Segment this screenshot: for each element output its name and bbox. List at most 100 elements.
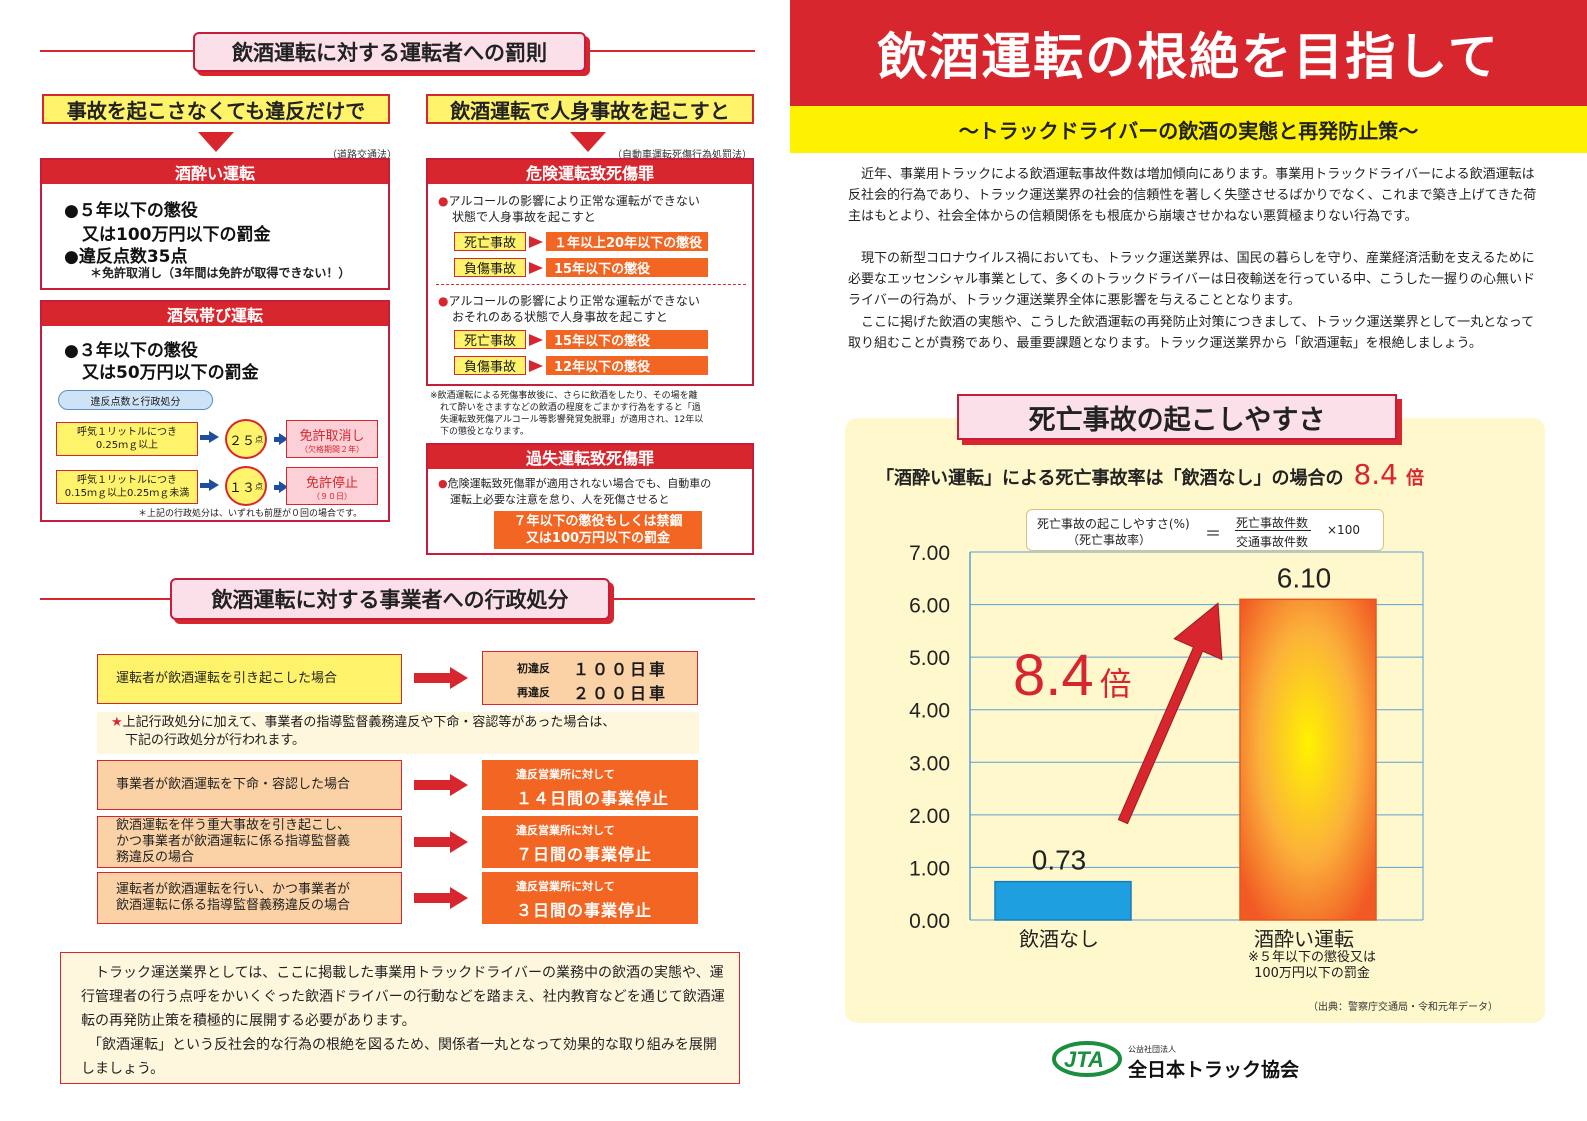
drunk-points-line: ●違反点数35点 xyxy=(64,247,188,267)
injury-penalty: 12年以下の懲役 xyxy=(546,356,708,375)
closing-box: トラック運送業界としては、ここに掲載した事業用トラックドライバーの業務中の飲酒の… xyxy=(60,952,740,1084)
admin-note: ★上記行政処分に加えて、事業者の指導監督義務違反や下命・容認等があった場合は、 … xyxy=(97,712,699,754)
admin-condition: 運転者が飲酒運転を行い、かつ事業者が 飲酒運転に係る指導監督義務違反の場合 xyxy=(97,872,402,924)
negligent-driving-title: 過失運転致死傷罪 xyxy=(428,445,752,469)
big-ratio-label: 8.4 倍 xyxy=(1013,643,1132,708)
org-type: 公益社団法人 xyxy=(1128,1045,1176,1054)
law-label: （自動車運転死傷行為処罰法） xyxy=(612,150,752,161)
y-tick-label: 1.00 xyxy=(909,857,950,880)
bac-condition: 呼気１リットルにつき 0.25ｍｇ以上 xyxy=(56,422,198,456)
admin-condition: 飲酒運転を伴う重大事故を引き起こし、 かつ事業者が飲酒運転に係る指導監督義 務違… xyxy=(97,816,402,868)
ratio-line: 「酒酔い運転」による死亡事故率は「飲酒なし」の場合の 8.4 倍 xyxy=(876,458,1424,491)
chart-heading: 死亡事故の起こしやすさ xyxy=(957,394,1397,440)
bar-chart: 0.00 1.00 2.00 3.00 4.00 5.00 6.00 7.00 0.73 6.1… xyxy=(909,542,1424,951)
license-suspended-box: 免許停止 （９０日） xyxy=(286,467,378,505)
x-category-label: 飲酒なし xyxy=(1019,928,1099,951)
arrow-right-icon xyxy=(274,433,288,445)
arrow-right-icon xyxy=(414,831,469,853)
formula-box: 死亡事故の起こしやすさ(%) （死亡事故率） ＝ 死亡事故件数 交通事故件数 ×… xyxy=(1026,509,1384,551)
business-suspension-box: 違反営業所に対して ３日間の事業停止 xyxy=(482,872,698,924)
y-tick-label: 6.00 xyxy=(909,595,950,618)
admin-heading: 飲酒運転に対する事業者への行政処分 xyxy=(170,578,610,620)
business-suspension-box: 違反営業所に対して ７日間の事業停止 xyxy=(482,816,698,868)
intro-paragraph: 近年、事業用トラックによる飲酒運転事故件数は増加傾向にあります。事業用トラックド… xyxy=(848,167,1537,224)
condition-text: ●アルコールの影響により正常な運転ができない xyxy=(438,294,700,308)
main-subtitle: 〜トラックドライバーの飲酒の実態と再発防止策〜 xyxy=(790,106,1587,153)
dui-penalty-line: ●３年以下の懲役 xyxy=(64,341,198,361)
x-category-label: 酒酔い運転 xyxy=(1254,928,1354,951)
down-arrow-icon xyxy=(570,132,606,152)
jta-logo: JTA xyxy=(1052,1040,1122,1078)
y-tick-label: 7.00 xyxy=(909,542,950,565)
injury-penalty: 15年以下の懲役 xyxy=(546,258,708,277)
drunk-penalty-line: 又は100万円以下の罰金 xyxy=(82,225,271,245)
arrow-right-icon xyxy=(529,360,543,372)
closing-text: トラック運送業界としては、ここに掲載した事業用トラックドライバーの業務中の飲酒の… xyxy=(81,965,725,1077)
arrow-right-icon xyxy=(274,481,288,493)
intro-paragraph: ここに掲げた飲酒の実態や、こうした飲酒運転の再発防止対策につきまして、トラック運… xyxy=(848,315,1535,351)
divider xyxy=(436,284,746,285)
admin-condition: 事業者が飲酒運転を下命・容認した場合 xyxy=(97,760,402,810)
injury-label: 負傷事故 xyxy=(454,356,526,375)
arrow-right-icon xyxy=(529,236,543,248)
license-revoked-box: 免許取消し （欠格期間２年） xyxy=(286,420,378,458)
dui-penalty-line: 又は50万円以下の罰金 xyxy=(82,363,259,383)
vehicle-days-box: 初違反 １００日車 再違反 ２００日車 xyxy=(482,651,698,705)
arrow-right-icon xyxy=(414,774,469,796)
points-badge: １３ 点 xyxy=(225,466,267,506)
negligent-driving-box: 過失運転致死傷罪 ●危険運転致死傷罪が適用されない場合でも、自動車の 運転上必要… xyxy=(426,443,754,555)
condition-text: 運転上必要な注意を怠り、人を死傷させると xyxy=(450,493,670,506)
col2-heading: 飲酒運転で人身事故を起こすと xyxy=(426,94,754,124)
arrow-right-icon xyxy=(529,334,543,346)
drunk-driving-title: 酒酔い運転 xyxy=(42,160,388,184)
arrow-right-icon xyxy=(414,887,469,909)
y-tick-label: 3.00 xyxy=(909,752,950,775)
death-label: 死亡事故 xyxy=(454,330,526,349)
org-name: 全日本トラック協会 xyxy=(1128,1059,1300,1081)
dui-title: 酒気帯び運転 xyxy=(42,302,388,326)
intro-paragraph: 現下の新型コロナウイルス禍においても、トラック運送業界は、国民の暮らしを守り、産… xyxy=(848,251,1536,308)
svg-text:JTA: JTA xyxy=(1064,1047,1104,1072)
arrow-right-icon xyxy=(414,667,469,689)
dangerous-driving-title: 危険運転致死傷罪 xyxy=(428,160,752,184)
points-pill: 違反点数と行政処分 xyxy=(58,390,213,410)
dui-footnote: ＊上記の行政処分は、いずれも前歴が０回の場合です。 xyxy=(138,509,363,519)
col1-heading: 事故を起こさなくても違反だけで xyxy=(42,94,390,124)
main-title: 飲酒運転の根絶を目指して xyxy=(790,0,1587,106)
source-note: （出典：警察庁交通局・令和元年データ） xyxy=(1308,1002,1498,1013)
admin-condition: 運転者が飲酒運転を引き起こした場合 xyxy=(97,654,402,704)
arrow-right-icon xyxy=(529,262,543,274)
dangerous-driving-box: 危険運転致死傷罪 ●アルコールの影響により正常な運転ができない 状態で人身事故を… xyxy=(426,158,754,386)
y-tick-label: 0.00 xyxy=(909,910,950,933)
condition-text: 状態で人身事故を起こすと xyxy=(452,210,596,224)
drunk-driving-box: 酒酔い運転 ●５年以下の懲役 又は100万円以下の罰金 ●違反点数35点 ＊免許… xyxy=(40,158,390,290)
condition-text: おそれのある状態で人身事故を起こすと xyxy=(452,310,668,324)
fraction-line xyxy=(1235,530,1311,531)
danger-footnote: ※飲酒運転による死傷事故後に、さらに飲酒をしたり、その場を離 れて酔いをさますな… xyxy=(430,391,704,437)
drunk-license-note: ＊免許取消し（3年間は免許が取得できない！） xyxy=(90,266,351,280)
death-label: 死亡事故 xyxy=(454,232,526,251)
bar xyxy=(994,880,1132,921)
arrow-right-icon xyxy=(200,431,220,443)
y-tick-label: 2.00 xyxy=(909,805,950,828)
arrow-right-icon xyxy=(200,479,220,491)
increase-arrow-icon xyxy=(1117,602,1223,825)
law-label: （道路交通法） xyxy=(327,150,397,161)
business-suspension-box: 違反営業所に対して １４日間の事業停止 xyxy=(482,760,698,810)
negligent-penalty: ７年以下の懲役もしくは禁錮 又は100万円以下の罰金 xyxy=(494,511,702,549)
condition-text: ●アルコールの影響により正常な運転ができない xyxy=(438,194,700,208)
death-penalty: 15年以下の懲役 xyxy=(546,330,708,349)
down-arrow-icon xyxy=(198,132,234,152)
bar-value-label: 6.10 xyxy=(1277,562,1332,593)
condition-text: ●危険運転致死傷罪が適用されない場合でも、自動車の xyxy=(438,477,712,490)
points-badge: ２５ 点 xyxy=(225,419,267,459)
y-tick-label: 4.00 xyxy=(909,700,950,723)
y-tick-label: 5.00 xyxy=(909,647,950,670)
injury-label: 負傷事故 xyxy=(454,258,526,277)
driver-penalty-heading: 飲酒運転に対する運転者への罰則 xyxy=(193,32,586,72)
drunk-penalty-line: ●５年以下の懲役 xyxy=(64,201,198,221)
dui-box: 酒気帯び運転 ●３年以下の懲役 又は50万円以下の罰金 違反点数と行政処分 呼気… xyxy=(40,300,390,522)
bar-value-label: 0.73 xyxy=(1032,845,1087,876)
bar2-note: ※５年以下の懲役又は 100万円以下の罰金 xyxy=(1248,950,1376,981)
death-penalty: １年以上20年以下の懲役 xyxy=(546,232,708,251)
